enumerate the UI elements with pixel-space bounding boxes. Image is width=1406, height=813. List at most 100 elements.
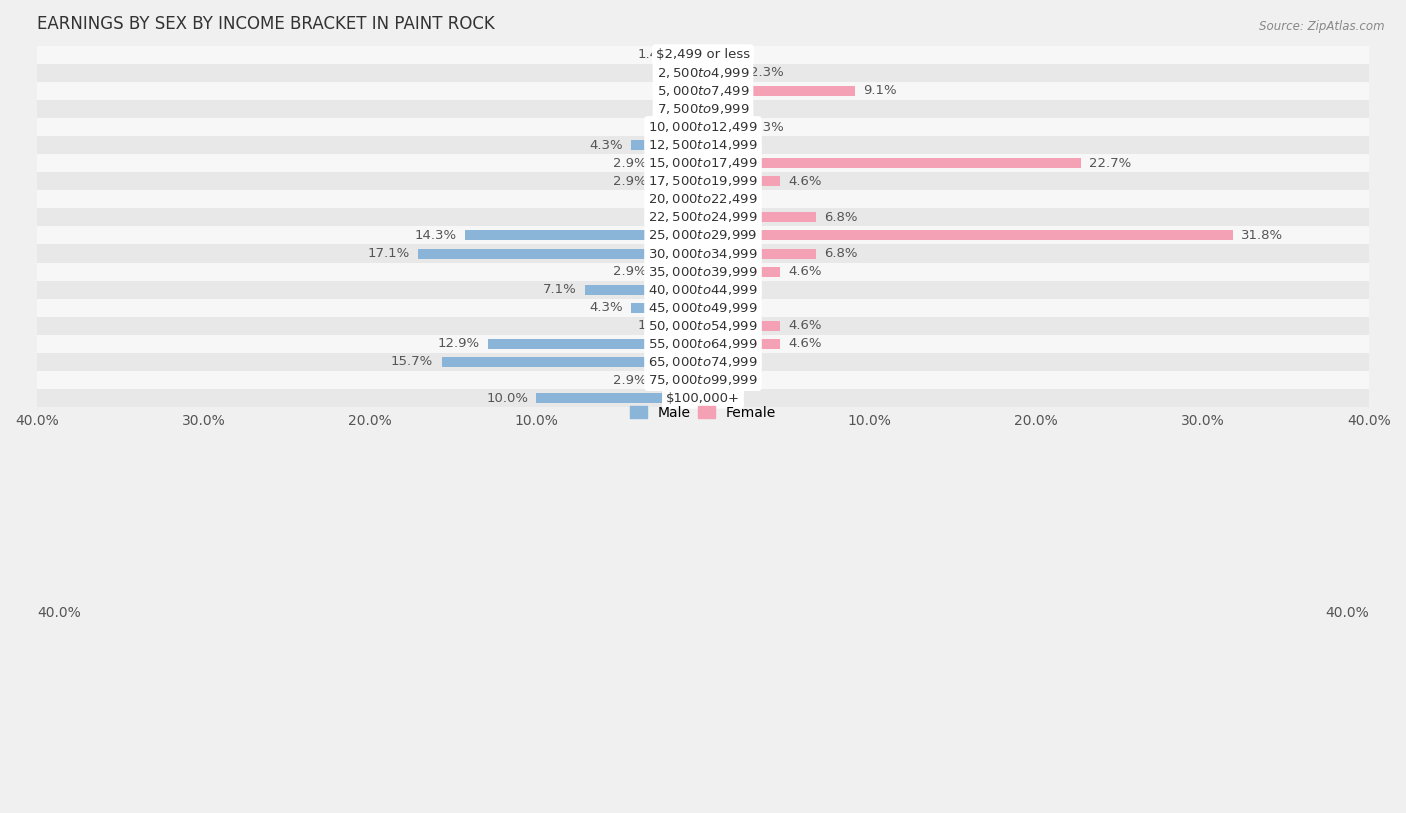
Text: 0.0%: 0.0% [661, 193, 695, 206]
Text: 12.9%: 12.9% [437, 337, 479, 350]
Bar [655, 176, 703, 186]
Bar [679, 50, 703, 59]
Bar [441, 357, 703, 367]
Bar [631, 302, 703, 313]
Text: 7.1%: 7.1% [543, 283, 576, 296]
Text: $25,000 to $29,999: $25,000 to $29,999 [648, 228, 758, 242]
Text: 15.7%: 15.7% [391, 355, 433, 368]
Bar [37, 263, 1369, 280]
Bar [37, 389, 1369, 407]
Text: 0.0%: 0.0% [711, 138, 745, 151]
Bar [37, 353, 1369, 371]
Text: 14.3%: 14.3% [415, 229, 457, 242]
Text: 4.6%: 4.6% [787, 320, 821, 333]
Text: $2,500 to $4,999: $2,500 to $4,999 [657, 66, 749, 80]
Bar [631, 140, 703, 150]
Bar [655, 375, 703, 385]
Text: 2.3%: 2.3% [749, 67, 783, 80]
Bar [37, 298, 1369, 317]
Bar [703, 122, 741, 132]
Text: 0.0%: 0.0% [711, 102, 745, 115]
Bar [37, 371, 1369, 389]
Text: 0.0%: 0.0% [661, 120, 695, 133]
Text: $40,000 to $44,999: $40,000 to $44,999 [648, 283, 758, 297]
Bar [703, 67, 741, 78]
Bar [679, 321, 703, 331]
Bar [655, 159, 703, 168]
Text: $7,500 to $9,999: $7,500 to $9,999 [657, 102, 749, 116]
Bar [703, 339, 779, 349]
Bar [655, 267, 703, 276]
Text: 31.8%: 31.8% [1241, 229, 1284, 242]
Bar [37, 46, 1369, 63]
Text: 2.9%: 2.9% [613, 175, 647, 188]
Bar [37, 280, 1369, 298]
Text: $45,000 to $49,999: $45,000 to $49,999 [648, 301, 758, 315]
Bar [37, 100, 1369, 118]
Text: 22.7%: 22.7% [1090, 157, 1132, 170]
Text: 6.8%: 6.8% [824, 247, 858, 260]
Text: $22,500 to $24,999: $22,500 to $24,999 [648, 211, 758, 224]
Bar [703, 321, 779, 331]
Text: $35,000 to $39,999: $35,000 to $39,999 [648, 264, 758, 279]
Bar [703, 159, 1081, 168]
Text: Source: ZipAtlas.com: Source: ZipAtlas.com [1260, 20, 1385, 33]
Text: 4.6%: 4.6% [787, 265, 821, 278]
Text: $17,500 to $19,999: $17,500 to $19,999 [648, 174, 758, 189]
Text: 0.0%: 0.0% [711, 392, 745, 405]
Text: 0.0%: 0.0% [661, 85, 695, 98]
Text: 0.0%: 0.0% [661, 67, 695, 80]
Bar [703, 231, 1233, 241]
Bar [37, 172, 1369, 190]
Text: 0.0%: 0.0% [711, 355, 745, 368]
Text: $15,000 to $17,499: $15,000 to $17,499 [648, 156, 758, 170]
Text: $2,499 or less: $2,499 or less [657, 48, 749, 61]
Text: 4.3%: 4.3% [589, 138, 623, 151]
Text: 4.6%: 4.6% [787, 337, 821, 350]
Text: $50,000 to $54,999: $50,000 to $54,999 [648, 319, 758, 333]
Text: $100,000+: $100,000+ [666, 392, 740, 405]
Bar [37, 154, 1369, 172]
Text: 1.4%: 1.4% [638, 320, 671, 333]
Text: 0.0%: 0.0% [711, 193, 745, 206]
Text: 10.0%: 10.0% [486, 392, 529, 405]
Text: $20,000 to $22,499: $20,000 to $22,499 [648, 193, 758, 207]
Text: 0.0%: 0.0% [711, 48, 745, 61]
Text: 1.4%: 1.4% [638, 48, 671, 61]
Bar [703, 249, 817, 259]
Text: 0.0%: 0.0% [711, 283, 745, 296]
Text: EARNINGS BY SEX BY INCOME BRACKET IN PAINT ROCK: EARNINGS BY SEX BY INCOME BRACKET IN PAI… [37, 15, 495, 33]
Text: 2.9%: 2.9% [613, 157, 647, 170]
Bar [37, 190, 1369, 208]
Text: 0.0%: 0.0% [711, 302, 745, 315]
Text: $5,000 to $7,499: $5,000 to $7,499 [657, 84, 749, 98]
Bar [537, 393, 703, 403]
Text: 0.0%: 0.0% [711, 373, 745, 386]
Bar [37, 245, 1369, 263]
Text: $55,000 to $64,999: $55,000 to $64,999 [648, 337, 758, 351]
Text: 40.0%: 40.0% [1326, 606, 1369, 620]
Bar [37, 317, 1369, 335]
Text: 2.9%: 2.9% [613, 373, 647, 386]
Text: $10,000 to $12,499: $10,000 to $12,499 [648, 120, 758, 134]
Text: 2.9%: 2.9% [613, 265, 647, 278]
Text: $12,500 to $14,999: $12,500 to $14,999 [648, 138, 758, 152]
Bar [418, 249, 703, 259]
Bar [37, 208, 1369, 227]
Text: 17.1%: 17.1% [367, 247, 411, 260]
Bar [37, 82, 1369, 100]
Bar [465, 231, 703, 241]
Text: 4.3%: 4.3% [589, 302, 623, 315]
Bar [37, 118, 1369, 136]
Text: 6.8%: 6.8% [824, 211, 858, 224]
Text: 0.0%: 0.0% [661, 102, 695, 115]
Bar [703, 86, 855, 96]
Text: $65,000 to $74,999: $65,000 to $74,999 [648, 355, 758, 369]
Text: $75,000 to $99,999: $75,000 to $99,999 [648, 373, 758, 387]
Bar [703, 267, 779, 276]
Text: 4.6%: 4.6% [787, 175, 821, 188]
Bar [585, 285, 703, 294]
Bar [37, 63, 1369, 82]
Text: 40.0%: 40.0% [37, 606, 80, 620]
Text: 0.0%: 0.0% [661, 211, 695, 224]
